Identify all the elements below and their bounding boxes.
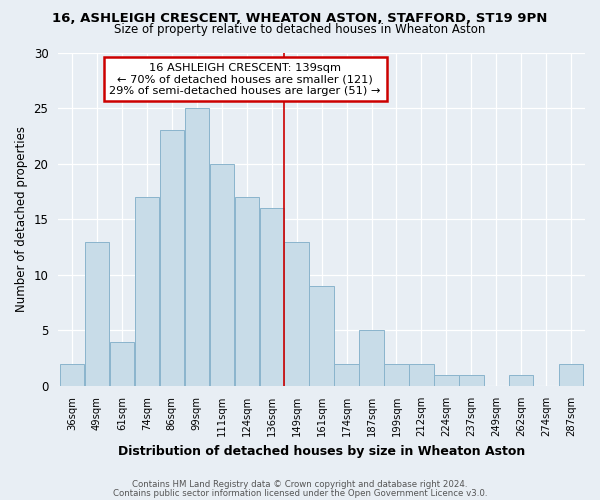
Text: Contains public sector information licensed under the Open Government Licence v3: Contains public sector information licen… xyxy=(113,488,487,498)
Text: 16, ASHLEIGH CRESCENT, WHEATON ASTON, STAFFORD, ST19 9PN: 16, ASHLEIGH CRESCENT, WHEATON ASTON, ST… xyxy=(52,12,548,26)
Y-axis label: Number of detached properties: Number of detached properties xyxy=(15,126,28,312)
Bar xyxy=(284,242,309,386)
Bar xyxy=(110,342,134,386)
Bar xyxy=(85,242,109,386)
Bar xyxy=(385,364,409,386)
Bar xyxy=(310,286,334,386)
Bar xyxy=(334,364,359,386)
Bar xyxy=(359,330,383,386)
Bar xyxy=(260,208,284,386)
Text: 16 ASHLEIGH CRESCENT: 139sqm
← 70% of detached houses are smaller (121)
29% of s: 16 ASHLEIGH CRESCENT: 139sqm ← 70% of de… xyxy=(109,62,381,96)
X-axis label: Distribution of detached houses by size in Wheaton Aston: Distribution of detached houses by size … xyxy=(118,444,525,458)
Bar xyxy=(235,197,259,386)
Bar xyxy=(434,375,458,386)
Bar xyxy=(509,375,533,386)
Bar xyxy=(160,130,184,386)
Bar xyxy=(209,164,234,386)
Text: Size of property relative to detached houses in Wheaton Aston: Size of property relative to detached ho… xyxy=(115,24,485,36)
Bar xyxy=(559,364,583,386)
Bar xyxy=(459,375,484,386)
Bar xyxy=(185,108,209,386)
Text: Contains HM Land Registry data © Crown copyright and database right 2024.: Contains HM Land Registry data © Crown c… xyxy=(132,480,468,489)
Bar xyxy=(134,197,159,386)
Bar xyxy=(409,364,434,386)
Bar xyxy=(60,364,84,386)
